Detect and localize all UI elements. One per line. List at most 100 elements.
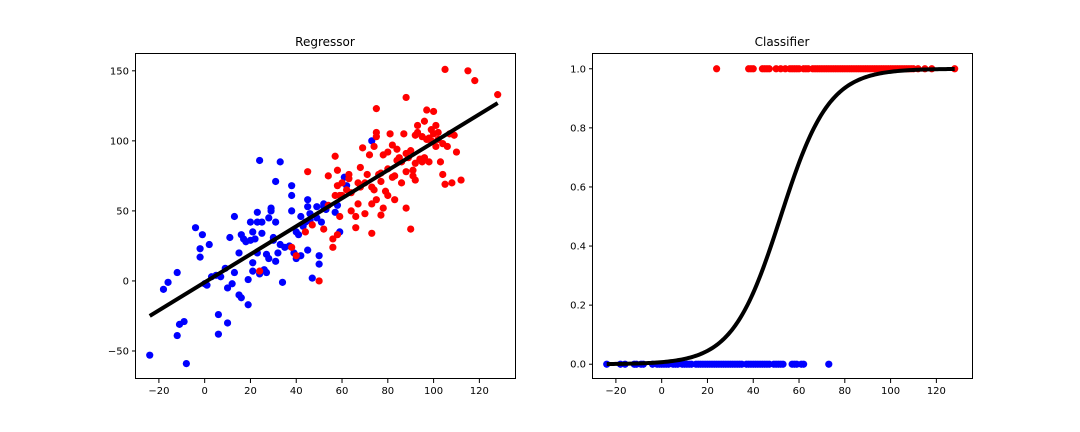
regressor-x-tick-label: 100 xyxy=(424,386,443,397)
regressor-blue-point xyxy=(214,330,223,338)
regressor-blue-point xyxy=(226,233,234,242)
regressor-blue-point xyxy=(246,218,255,226)
regressor-blue-point xyxy=(180,317,188,326)
regressor-blue-point xyxy=(205,240,213,249)
regressor-blue-point xyxy=(308,274,316,282)
regressor-blue-point xyxy=(237,294,245,302)
regressor-red-point xyxy=(413,121,422,130)
regressor-red-point xyxy=(420,117,429,125)
regressor-red-point xyxy=(441,180,449,188)
regressor-red-point xyxy=(402,168,410,176)
classifier-red-point xyxy=(749,65,757,73)
regressor-blue-point xyxy=(288,207,296,215)
regressor-red-point xyxy=(356,163,364,172)
classifier-red-point xyxy=(713,65,721,73)
regressor-blue-point xyxy=(258,229,266,237)
classifier-blue-point xyxy=(800,360,808,368)
regressor-blue-point xyxy=(331,208,339,216)
regressor-red-point xyxy=(452,148,461,156)
regressor-red-point xyxy=(464,67,472,75)
classifier-x-tick-label: 20 xyxy=(701,386,714,397)
regressor-red-point xyxy=(429,107,438,116)
regressor-red-point xyxy=(423,106,431,114)
regressor-blue-point xyxy=(249,228,257,236)
regressor-red-point xyxy=(372,196,380,204)
classifier-subplot: Classifier −20 0 20 40 60 80 100 120 0.00.20.40… xyxy=(570,35,973,397)
regressor-blue-point xyxy=(196,245,204,253)
regressor-blue-point xyxy=(272,218,280,226)
regressor-blue-point xyxy=(368,137,376,145)
regressor-red-point xyxy=(436,158,445,166)
regressor-red-point xyxy=(441,65,449,74)
regressor-blue-point xyxy=(304,246,312,254)
regressor-blue-point xyxy=(267,207,275,215)
regressor-red-point xyxy=(411,176,419,184)
regressor-blue-point xyxy=(262,268,271,277)
regressor-red-point xyxy=(292,252,300,260)
regressor-blue-point xyxy=(249,267,257,275)
regressor-red-point xyxy=(439,170,447,179)
regressor-blue-point xyxy=(253,208,261,216)
classifier-blue-point xyxy=(825,360,833,368)
classifier-title: Classifier xyxy=(755,35,810,49)
regressor-y-tick-label: 50 xyxy=(116,206,129,217)
regressor-red-point xyxy=(352,224,360,232)
classifier-red-point xyxy=(765,65,773,73)
regressor-red-point xyxy=(413,128,422,137)
regressor-red-point xyxy=(393,145,401,153)
regressor-subplot: Regressor −20 0 20 40 60 80 100 120 −50 0 50 100 15… xyxy=(108,35,516,397)
regressor-blue-point xyxy=(288,191,296,200)
regressor-blue-point xyxy=(297,212,305,221)
regressor-y-ticks: −50 0 50 100 150 xyxy=(108,66,136,357)
regressor-blue-point xyxy=(304,196,312,204)
regressor-red-point xyxy=(368,229,376,237)
regressor-red-point xyxy=(288,243,296,251)
classifier-axes-frame xyxy=(592,53,973,379)
regressor-blue-point xyxy=(251,235,259,243)
regressor-blue-point xyxy=(146,351,154,359)
regressor-red-point xyxy=(338,179,346,187)
regressor-blue-point xyxy=(230,212,239,221)
regressor-blue-point xyxy=(313,203,321,211)
classifier-x-tick-label: 0 xyxy=(658,386,664,397)
regressor-red-point xyxy=(315,277,323,285)
regressor-red-point xyxy=(425,158,433,166)
regressor-red-point xyxy=(329,235,337,243)
classifier-x-tick-label: −20 xyxy=(605,386,626,397)
regressor-fit-line xyxy=(148,101,499,318)
regressor-red-point xyxy=(331,152,339,160)
regressor-red-point xyxy=(400,130,408,138)
regressor-x-ticks: −20 0 20 40 60 80 100 120 xyxy=(148,379,489,397)
classifier-y-tick-label: 0.8 xyxy=(570,123,586,134)
regressor-blue-point xyxy=(159,285,168,293)
regressor-blue-point xyxy=(276,158,284,166)
regressor-red-point xyxy=(345,170,353,179)
regressor-blue-point xyxy=(315,260,323,268)
regressor-red-point xyxy=(365,151,374,159)
regressor-red-point xyxy=(448,179,456,187)
regressor-x-tick-label: 120 xyxy=(470,386,489,397)
regressor-red-point xyxy=(386,130,394,138)
regressor-blue-point xyxy=(249,259,257,267)
classifier-blue-point xyxy=(779,360,787,368)
regressor-x-tick-label: 20 xyxy=(244,386,257,397)
regressor-red-point xyxy=(354,200,362,208)
regressor-title: Regressor xyxy=(295,35,355,49)
regressor-red-point xyxy=(361,210,369,218)
regressor-red-point xyxy=(397,179,406,187)
regressor-blue-point xyxy=(272,257,280,265)
regressor-blue-point xyxy=(230,268,239,277)
regressor-red-point xyxy=(320,225,328,233)
classifier-x-tick-label: 40 xyxy=(747,386,760,397)
regressor-blue-point xyxy=(173,268,181,277)
regressor-red-point xyxy=(333,166,342,174)
regressor-blue-point xyxy=(164,278,172,286)
regressor-y-tick-label: 150 xyxy=(110,66,129,77)
regressor-y-tick-label: 0 xyxy=(123,276,129,287)
regressor-axes-frame xyxy=(135,53,516,379)
regressor-red-point xyxy=(347,207,355,215)
regressor-red-point xyxy=(384,148,392,156)
regressor-blue-point xyxy=(294,231,303,239)
regressor-red-point xyxy=(370,142,378,151)
classifier-y-tick-label: 0.0 xyxy=(570,360,586,371)
